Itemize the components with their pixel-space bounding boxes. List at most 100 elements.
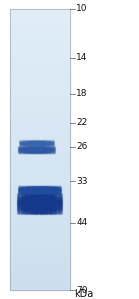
Bar	[10, 201, 70, 202]
Bar	[59, 194, 60, 195]
Bar	[21, 205, 22, 206]
Bar	[10, 173, 70, 174]
Bar	[19, 207, 21, 208]
Bar	[10, 182, 70, 183]
Bar	[49, 200, 50, 201]
Bar	[23, 213, 24, 214]
Bar	[36, 196, 37, 197]
Bar	[19, 200, 21, 201]
Bar	[23, 203, 24, 204]
Bar	[41, 203, 42, 204]
Bar	[10, 32, 70, 33]
Bar	[10, 83, 70, 84]
Bar	[21, 204, 22, 205]
Bar	[43, 200, 44, 201]
Bar	[37, 196, 39, 197]
Bar	[10, 189, 70, 190]
Bar	[18, 212, 19, 213]
Bar	[36, 195, 37, 196]
Bar	[47, 200, 49, 201]
Bar	[10, 238, 70, 239]
Bar	[45, 193, 46, 194]
Bar	[44, 202, 45, 203]
Bar	[37, 202, 39, 203]
Bar	[59, 195, 60, 196]
Bar	[37, 207, 39, 208]
Bar	[29, 213, 31, 214]
Bar	[50, 197, 51, 198]
Bar	[27, 207, 28, 208]
Bar	[18, 210, 19, 211]
Bar	[19, 211, 21, 212]
Bar	[44, 209, 45, 210]
Bar	[29, 200, 31, 201]
Bar	[34, 194, 35, 195]
Bar	[59, 199, 60, 200]
Bar	[49, 194, 50, 195]
Bar	[10, 234, 70, 235]
Bar	[33, 210, 34, 211]
Bar	[35, 212, 36, 213]
Bar	[24, 199, 25, 200]
Bar	[27, 213, 28, 214]
Bar	[10, 270, 70, 271]
Bar	[49, 199, 50, 200]
Bar	[10, 207, 70, 208]
Bar	[26, 209, 27, 210]
Bar	[53, 201, 54, 202]
Bar	[10, 78, 70, 79]
Bar	[43, 199, 44, 200]
Bar	[10, 17, 70, 18]
Bar	[10, 218, 70, 219]
Bar	[34, 197, 35, 198]
Bar	[46, 199, 47, 200]
Bar	[41, 205, 42, 206]
Bar	[21, 203, 22, 204]
Bar	[18, 198, 19, 199]
Bar	[17, 213, 18, 214]
Bar	[10, 89, 70, 91]
Bar	[42, 202, 43, 203]
Bar	[32, 197, 33, 198]
Bar	[17, 199, 18, 200]
Bar	[55, 198, 56, 199]
Bar	[10, 65, 70, 66]
Bar	[52, 195, 53, 196]
Bar	[10, 137, 70, 138]
Bar	[35, 210, 36, 211]
Bar	[10, 115, 70, 116]
Bar	[31, 196, 32, 197]
Bar	[26, 205, 27, 206]
Bar	[10, 113, 70, 114]
Bar	[42, 211, 43, 212]
Bar	[50, 209, 51, 210]
Bar	[24, 202, 25, 203]
Bar	[10, 16, 70, 17]
Bar	[10, 82, 70, 83]
Bar	[32, 208, 33, 209]
Bar	[35, 199, 36, 200]
Bar	[55, 204, 56, 205]
Bar	[47, 199, 49, 200]
Bar	[10, 132, 70, 133]
Bar	[54, 201, 55, 202]
Bar	[46, 206, 47, 207]
Bar	[44, 196, 45, 197]
Bar	[18, 193, 19, 194]
Bar	[50, 194, 51, 195]
Bar	[41, 197, 42, 198]
Bar	[10, 31, 70, 32]
Bar	[41, 194, 42, 195]
Bar	[58, 202, 59, 203]
Bar	[36, 211, 37, 212]
Bar	[17, 196, 18, 197]
Bar	[37, 203, 39, 204]
Bar	[10, 19, 70, 20]
Bar	[55, 200, 56, 201]
Bar	[32, 203, 33, 204]
Bar	[53, 203, 54, 204]
Bar	[26, 195, 27, 196]
Bar	[47, 204, 49, 205]
Bar	[54, 197, 55, 198]
Bar	[33, 206, 34, 207]
